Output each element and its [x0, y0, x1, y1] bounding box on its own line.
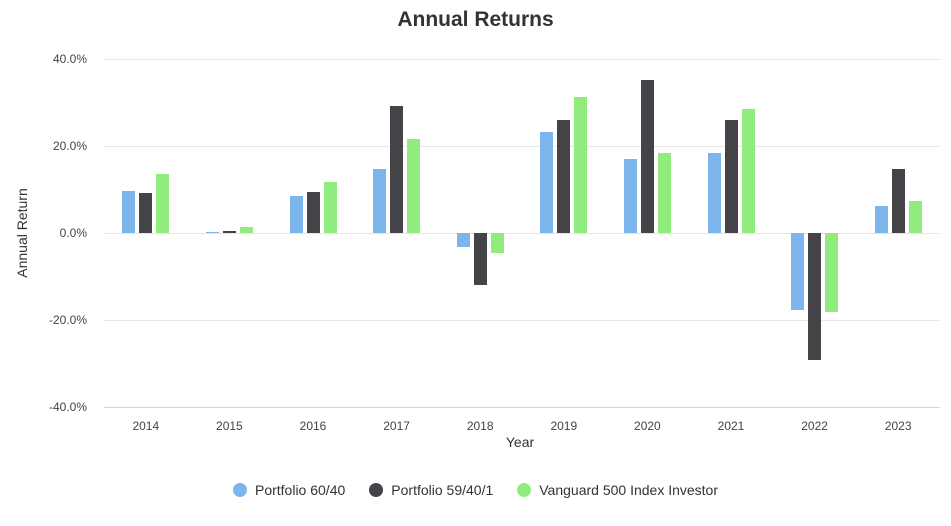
bar[interactable]	[239, 227, 253, 233]
y-tick-label: -40.0%	[48, 400, 87, 414]
bar[interactable]	[791, 233, 805, 311]
legend-item[interactable]: Portfolio 60/40	[232, 482, 346, 498]
bar[interactable]	[724, 119, 738, 233]
bar[interactable]	[390, 105, 404, 233]
bar[interactable]	[623, 159, 637, 233]
legend-item[interactable]: Portfolio 59/40/1	[369, 482, 493, 498]
y-tick-label: 40.0%	[52, 52, 87, 66]
x-tick-label: 2019	[550, 419, 578, 433]
bar[interactable]	[139, 193, 153, 233]
bar[interactable]	[874, 206, 888, 233]
y-tick-label: 20.0%	[52, 139, 87, 153]
bar[interactable]	[657, 153, 671, 233]
bar[interactable]	[456, 233, 470, 248]
legend-dot-icon	[232, 483, 247, 497]
bar[interactable]	[473, 233, 487, 285]
bar[interactable]	[289, 196, 303, 233]
bar[interactable]	[205, 231, 219, 233]
bar[interactable]	[574, 96, 588, 233]
bar[interactable]	[908, 200, 922, 233]
gridline	[104, 233, 940, 234]
legend-label: Portfolio 60/40	[254, 482, 346, 498]
x-tick-label: 2020	[634, 419, 661, 433]
chart-title: Annual Returns	[397, 8, 554, 31]
x-tick-label: 2018	[466, 419, 494, 433]
bar[interactable]	[741, 109, 755, 233]
x-tick-label: 2022	[801, 419, 828, 433]
legend-dot-icon	[517, 483, 532, 497]
x-axis-label: Year	[505, 434, 535, 450]
x-tick-label: 2015	[216, 419, 243, 433]
legend-item[interactable]: Vanguard 500 Index Investor	[517, 482, 718, 498]
bar[interactable]	[557, 119, 571, 233]
bar[interactable]	[707, 152, 721, 233]
bar[interactable]	[891, 169, 905, 233]
bar[interactable]	[323, 181, 337, 233]
x-tick-label: 2014	[132, 419, 160, 433]
bar[interactable]	[122, 190, 136, 233]
gridline	[104, 59, 940, 60]
y-tick-label: -20.0%	[48, 313, 87, 327]
x-tick-label: 2017	[383, 419, 410, 433]
x-tick-label: 2023	[884, 419, 912, 433]
legend-label: Portfolio 59/40/1	[391, 482, 494, 498]
legend-dot-icon	[369, 483, 384, 497]
bar[interactable]	[540, 131, 554, 233]
legend: Portfolio 60/40 Portfolio 59/40/1 Vanguard…	[0, 482, 951, 498]
bar[interactable]	[373, 169, 387, 233]
x-tick-label: 2016	[299, 419, 327, 433]
gridline	[104, 320, 940, 321]
bar[interactable]	[156, 174, 170, 233]
plot-area	[104, 59, 940, 408]
gridline	[104, 407, 940, 408]
bar[interactable]	[640, 79, 654, 233]
x-tick-label: 2021	[717, 419, 745, 433]
y-tick-label: 0.0%	[59, 226, 87, 240]
bar[interactable]	[222, 231, 236, 233]
y-axis-label: Annual Return	[14, 188, 30, 278]
bar[interactable]	[808, 233, 822, 361]
bar[interactable]	[490, 233, 504, 253]
bar[interactable]	[407, 138, 421, 233]
bar[interactable]	[825, 233, 839, 313]
bar[interactable]	[306, 192, 320, 233]
legend-label: Vanguard 500 Index Investor	[539, 482, 719, 498]
gridline	[104, 146, 940, 147]
